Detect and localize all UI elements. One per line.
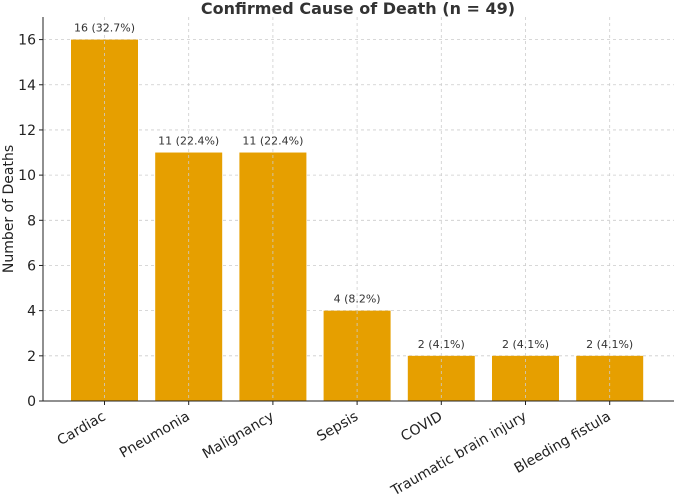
x-tick-label: Sepsis xyxy=(314,409,361,445)
data-label: 2 (4.1%) xyxy=(418,338,465,351)
y-tick-label: 8 xyxy=(27,213,36,229)
y-tick-label: 4 xyxy=(27,304,36,320)
y-tick-label: 10 xyxy=(18,168,36,184)
x-tick-label: COVID xyxy=(398,409,445,445)
y-axis-label: Number of Deaths xyxy=(1,145,17,273)
y-tick-label: 2 xyxy=(27,349,36,365)
data-label: 2 (4.1%) xyxy=(502,338,549,351)
x-tick-label: Malignancy xyxy=(200,409,277,463)
data-label: 4 (8.2%) xyxy=(334,293,381,306)
y-tick-label: 12 xyxy=(18,123,36,139)
data-label: 16 (32.7%) xyxy=(74,22,135,35)
data-label: 2 (4.1%) xyxy=(586,338,633,351)
x-tick-label: Cardiac xyxy=(55,409,109,449)
y-tick-label: 14 xyxy=(18,78,36,94)
y-tick-label: 6 xyxy=(27,258,36,274)
data-label: 11 (22.4%) xyxy=(242,135,303,148)
x-tick-label: Pneumonia xyxy=(117,409,193,462)
y-tick-label: 0 xyxy=(27,394,36,410)
data-label: 11 (22.4%) xyxy=(158,135,219,148)
bar-cardiac xyxy=(71,39,138,402)
x-tick-label: Traumatic brain injury xyxy=(388,409,530,494)
y-tick-label: 16 xyxy=(18,33,36,49)
chart-title: Confirmed Cause of Death (n = 49) xyxy=(201,0,515,18)
